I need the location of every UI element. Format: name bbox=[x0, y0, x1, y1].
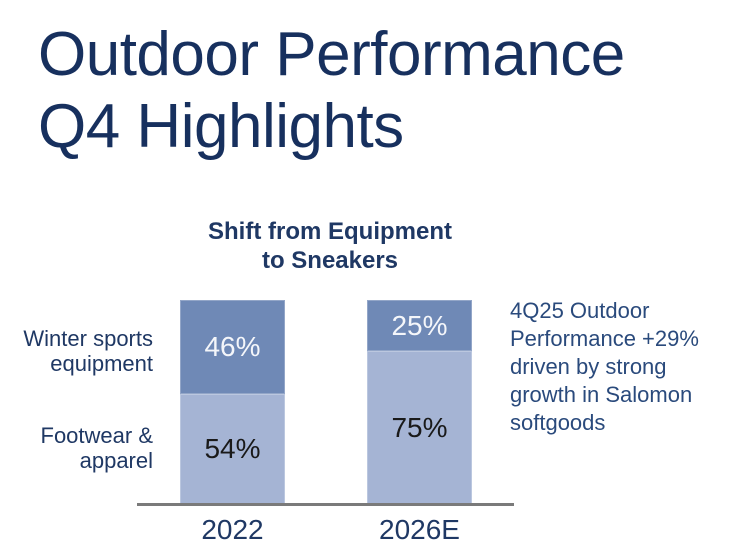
bar-2026e-segment-footwear-apparel: 75% bbox=[367, 351, 472, 504]
page-title: Outdoor Performance Q4 Highlights bbox=[38, 19, 625, 163]
bar-2022-winter-value-label: 46% bbox=[204, 330, 261, 362]
series-label-winter-line-2: equipment bbox=[50, 351, 153, 376]
chart-title-line-2: to Sneakers bbox=[261, 247, 399, 274]
chart-title: Shift from Equipment to Sneakers bbox=[140, 217, 520, 275]
bar-2022-footwear-value-label: 54% bbox=[204, 432, 261, 464]
page-title-line-2: Q4 Highlights bbox=[38, 92, 404, 161]
bar-2022-segment-footwear-apparel: 54% bbox=[180, 393, 285, 504]
stacked-bar-2022: 46% 54% bbox=[180, 300, 285, 504]
bar-2026e-segment-winter-sports-equipment: 25% bbox=[367, 300, 472, 351]
series-label-winter-line-1: Winter sports bbox=[23, 326, 153, 351]
x-tick-2022: 2022 bbox=[201, 514, 264, 545]
annotation-text: 4Q25 Outdoor Performance +29% driven by … bbox=[510, 297, 730, 437]
bar-2026e-footwear-value-label: 75% bbox=[391, 411, 448, 443]
stacked-bar-2026e: 25% 75% bbox=[367, 300, 472, 504]
chart-title-line-1: Shift from Equipment bbox=[208, 218, 452, 245]
annotation-line-4: growth in Salomon bbox=[510, 382, 693, 407]
series-label-footwear-line-1: Footwear & bbox=[40, 423, 154, 448]
bar-2022-segment-winter-sports-equipment: 46% bbox=[180, 300, 285, 394]
annotation-line-3: driven by strong bbox=[510, 354, 667, 379]
series-label-winter-sports-equipment: Winter sports equipment bbox=[0, 326, 153, 376]
annotation-line-2: Performance +29% bbox=[510, 326, 699, 351]
bar-2026e-winter-value-label: 25% bbox=[391, 309, 448, 341]
page-title-line-1: Outdoor Performance bbox=[38, 20, 625, 89]
annotation-line-1: 4Q25 Outdoor bbox=[510, 298, 650, 323]
series-label-footwear-line-2: apparel bbox=[79, 448, 153, 473]
annotation-line-5: softgoods bbox=[510, 410, 606, 435]
x-axis-line bbox=[137, 503, 514, 506]
x-tick-2026e: 2026E bbox=[379, 514, 460, 545]
series-label-footwear-apparel: Footwear & apparel bbox=[0, 423, 154, 473]
